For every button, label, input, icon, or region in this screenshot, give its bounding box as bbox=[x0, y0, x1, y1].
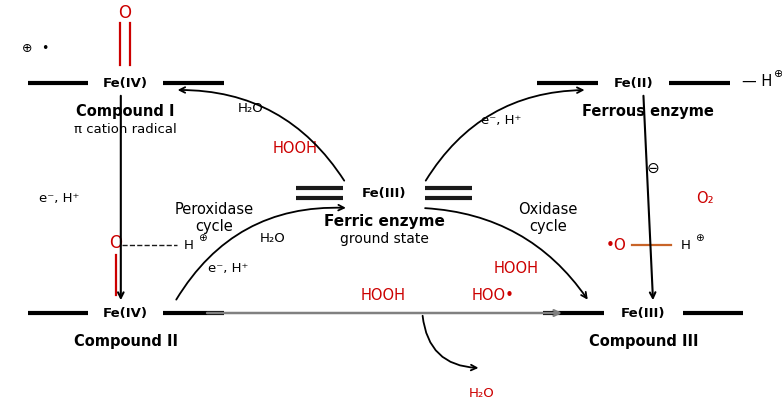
Text: H₂O: H₂O bbox=[468, 386, 494, 399]
Text: Ferric enzyme: Ferric enzyme bbox=[324, 213, 444, 228]
Text: ground state: ground state bbox=[339, 232, 429, 246]
Text: Compound III: Compound III bbox=[589, 333, 698, 349]
Text: •O: •O bbox=[605, 237, 626, 252]
Text: e⁻, H⁺: e⁻, H⁺ bbox=[208, 262, 248, 275]
Text: O: O bbox=[109, 234, 123, 252]
Text: HOO•: HOO• bbox=[472, 288, 515, 302]
Text: e⁻, H⁺: e⁻, H⁺ bbox=[39, 192, 79, 205]
Text: O: O bbox=[118, 4, 131, 22]
Text: Fe(IV): Fe(IV) bbox=[103, 76, 149, 89]
Text: Oxidase
cycle: Oxidase cycle bbox=[518, 202, 578, 234]
Text: ⊖: ⊖ bbox=[647, 160, 659, 176]
Text: ⊕: ⊕ bbox=[22, 42, 33, 55]
Text: Compound I: Compound I bbox=[77, 103, 175, 118]
Text: e⁻, H⁺: e⁻, H⁺ bbox=[481, 113, 521, 126]
Text: — H: — H bbox=[741, 74, 777, 89]
Text: H₂O: H₂O bbox=[260, 231, 286, 244]
Text: HOOH: HOOH bbox=[361, 288, 406, 302]
Text: ⊕: ⊕ bbox=[774, 69, 782, 79]
Text: Fe(IV): Fe(IV) bbox=[103, 307, 149, 320]
Text: Fe(III): Fe(III) bbox=[621, 307, 665, 320]
Text: Fe(III): Fe(III) bbox=[362, 186, 407, 199]
Text: O₂: O₂ bbox=[697, 191, 714, 205]
Text: ⊕: ⊕ bbox=[198, 233, 206, 243]
Text: H: H bbox=[680, 239, 691, 252]
Text: π cation radical: π cation radical bbox=[74, 123, 177, 136]
Text: H₂O: H₂O bbox=[238, 102, 264, 115]
Text: •: • bbox=[41, 42, 48, 55]
Text: Compound II: Compound II bbox=[74, 333, 178, 349]
Text: Fe(II): Fe(II) bbox=[614, 76, 653, 89]
Text: H: H bbox=[184, 239, 193, 252]
Text: ⊕: ⊕ bbox=[695, 233, 704, 243]
Text: Ferrous enzyme: Ferrous enzyme bbox=[583, 103, 714, 118]
Text: HOOH: HOOH bbox=[493, 260, 538, 276]
Text: HOOH: HOOH bbox=[272, 141, 317, 155]
Text: Peroxidase
cycle: Peroxidase cycle bbox=[174, 202, 253, 234]
